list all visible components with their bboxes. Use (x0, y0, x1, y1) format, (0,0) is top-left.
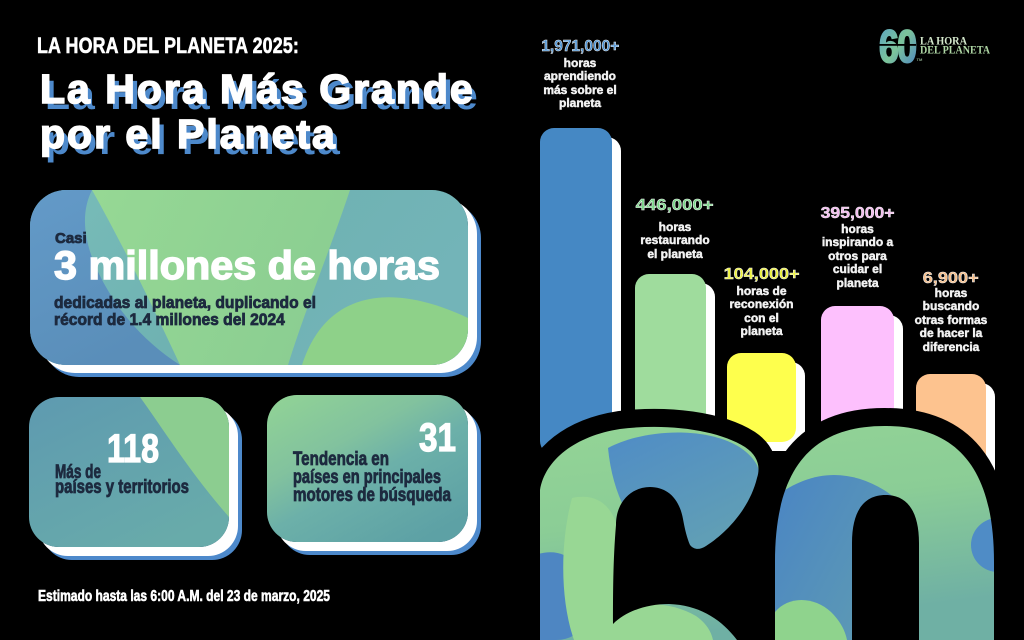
svg-text:60: 60 (879, 21, 916, 72)
svg-text:LA HORA: LA HORA (920, 34, 967, 48)
svg-text:DEL PLANETA: DEL PLANETA (920, 43, 990, 57)
svg-text:TM: TM (917, 57, 923, 62)
